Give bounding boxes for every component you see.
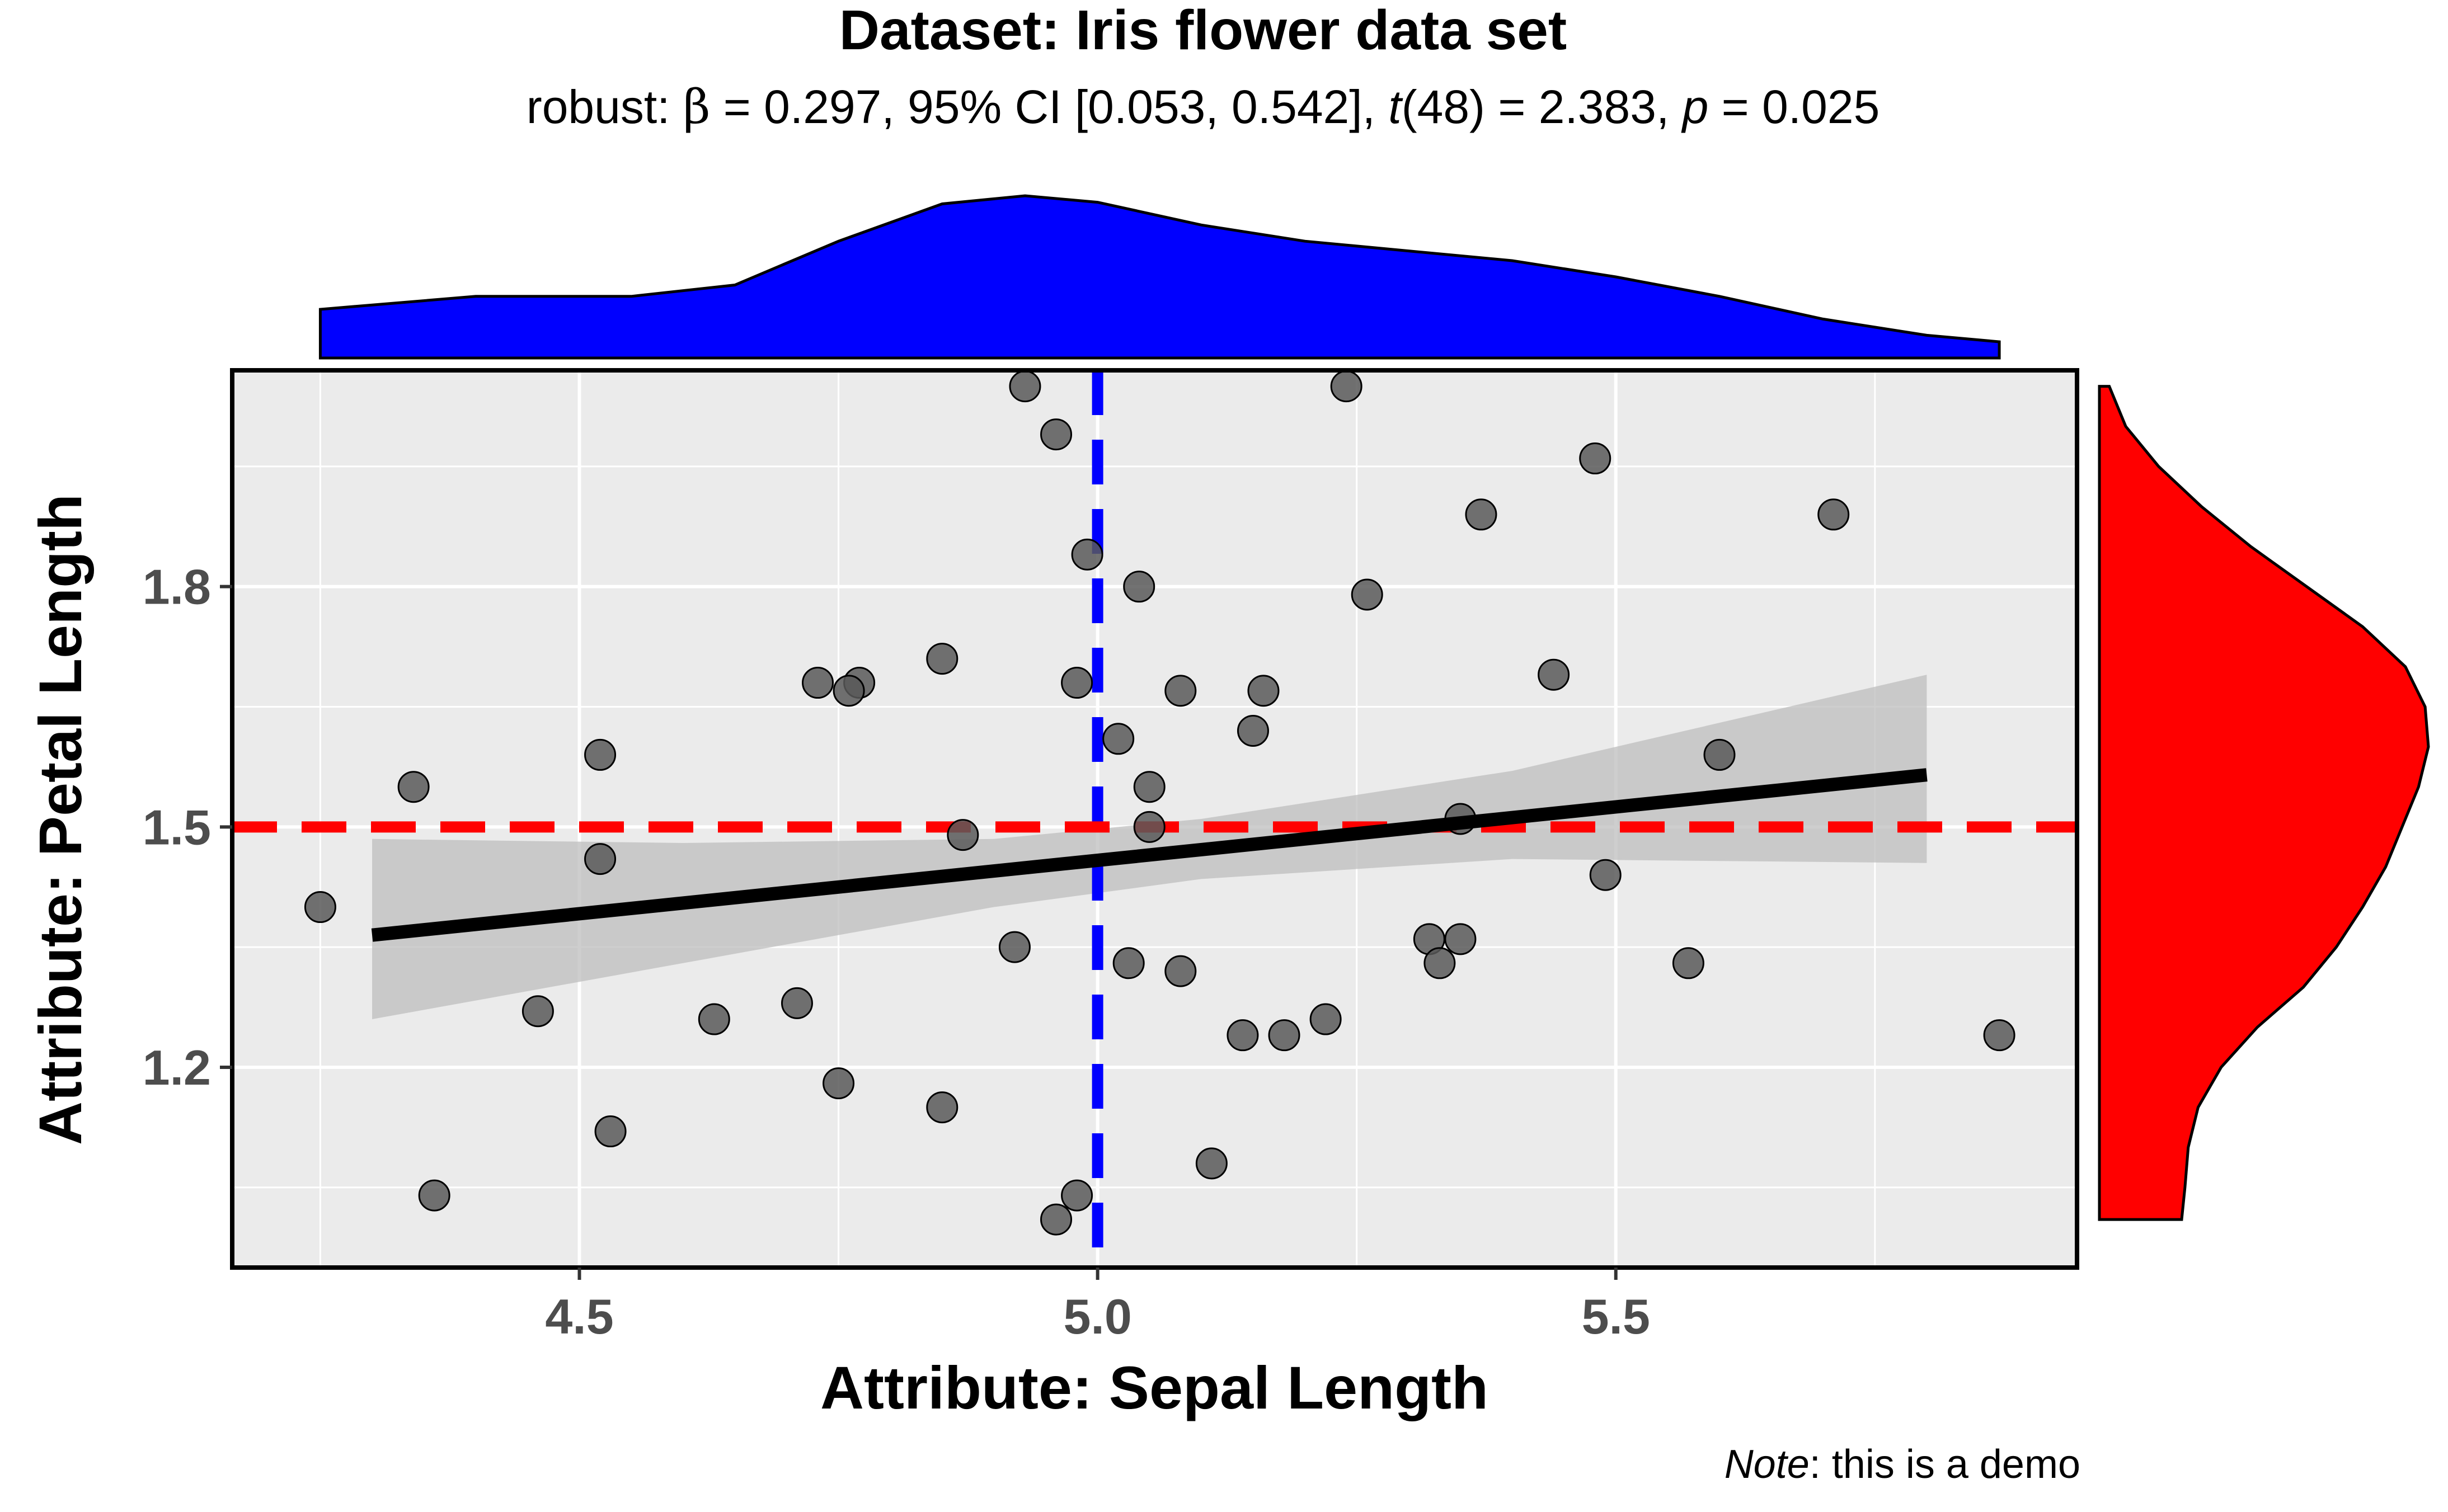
data-point [1444, 923, 1477, 955]
data-point [1672, 947, 1704, 979]
data-point [594, 1115, 627, 1148]
subtitle-beta-symbol: β [683, 79, 711, 134]
data-point [1538, 658, 1570, 691]
caption: Note: this is a demo [1725, 1442, 2080, 1487]
x-tick-label: 5.5 [1582, 1289, 1650, 1344]
data-point [1227, 1019, 1259, 1052]
confidence-band [372, 675, 1927, 1020]
subtitle-beta-part: = 0.297, 95% CI [0.053, 0.542], [710, 81, 1388, 133]
panel-border [230, 368, 2079, 1270]
data-point [584, 843, 617, 875]
caption-note-word: Note [1725, 1442, 1810, 1487]
data-point [1247, 675, 1280, 707]
y-axis-title: Attribute: Petal Length [26, 494, 94, 1145]
data-point [1465, 498, 1497, 531]
data-point [998, 931, 1031, 963]
y-axis-ticks: 1.2 1.5 1.8 [143, 559, 232, 1095]
regression-line [371, 768, 1928, 942]
data-point [1195, 1147, 1228, 1180]
data-point [947, 819, 979, 851]
data-point [1061, 667, 1093, 699]
data-point [1009, 370, 1041, 403]
subtitle-p-symbol: p [1681, 81, 1709, 133]
data-point [1061, 1179, 1093, 1212]
subtitle-p-part: = 0.025 [1708, 81, 1880, 133]
data-point [1589, 859, 1622, 891]
data-point [926, 1091, 958, 1124]
data-point [1040, 418, 1073, 451]
data-point [1123, 571, 1155, 603]
data-point [1703, 738, 1736, 771]
data-point [1351, 578, 1383, 611]
data-point [1330, 370, 1362, 403]
data-point [521, 995, 554, 1028]
data-point [1817, 498, 1850, 531]
data-point [304, 891, 336, 924]
data-point [1164, 675, 1197, 707]
data-point [1237, 714, 1269, 747]
chart-title: Dataset: Iris flower data set [839, 0, 1567, 62]
data-point [1423, 947, 1456, 979]
data-point [1133, 771, 1166, 803]
x-marginal-density [318, 194, 2001, 360]
subtitle-t-symbol: t [1388, 81, 1403, 133]
data-point [926, 643, 958, 675]
data-point [1309, 1003, 1342, 1035]
data-point [1112, 947, 1145, 979]
y-marginal-density [2098, 385, 2430, 1221]
subtitle-t-part: (48) = 2.383, [1402, 81, 1683, 133]
x-tick-label: 5.0 [1063, 1289, 1131, 1344]
data-point [397, 771, 430, 803]
data-point [1040, 1203, 1073, 1236]
chart-subtitle: robust: β = 0.297, 95% CI [0.053, 0.542]… [527, 79, 1880, 134]
data-point [823, 1067, 855, 1100]
caption-note-rest: : this is a demo [1810, 1442, 2080, 1487]
data-point [418, 1179, 450, 1212]
data-point [698, 1003, 730, 1035]
data-point [1983, 1019, 2015, 1052]
y-tick-label: 1.8 [143, 559, 211, 615]
data-points [304, 370, 2015, 1236]
x-axis-ticks: 4.5 5.0 5.5 [545, 1268, 1650, 1344]
y-tick-label: 1.5 [143, 799, 211, 855]
data-point [584, 738, 617, 771]
data-point [1579, 442, 1611, 475]
data-point [1133, 811, 1166, 843]
data-point [781, 987, 813, 1019]
y-tick-label: 1.2 [143, 1040, 211, 1095]
x-axis-title: Attribute: Sepal Length [820, 1354, 1488, 1421]
data-point [802, 667, 834, 699]
data-point [833, 675, 865, 707]
data-point [1164, 955, 1197, 987]
data-point [1268, 1019, 1300, 1052]
subtitle-prefix: robust: [527, 81, 683, 133]
data-point [1071, 538, 1103, 571]
data-point [1102, 723, 1135, 755]
x-tick-label: 4.5 [545, 1289, 613, 1344]
